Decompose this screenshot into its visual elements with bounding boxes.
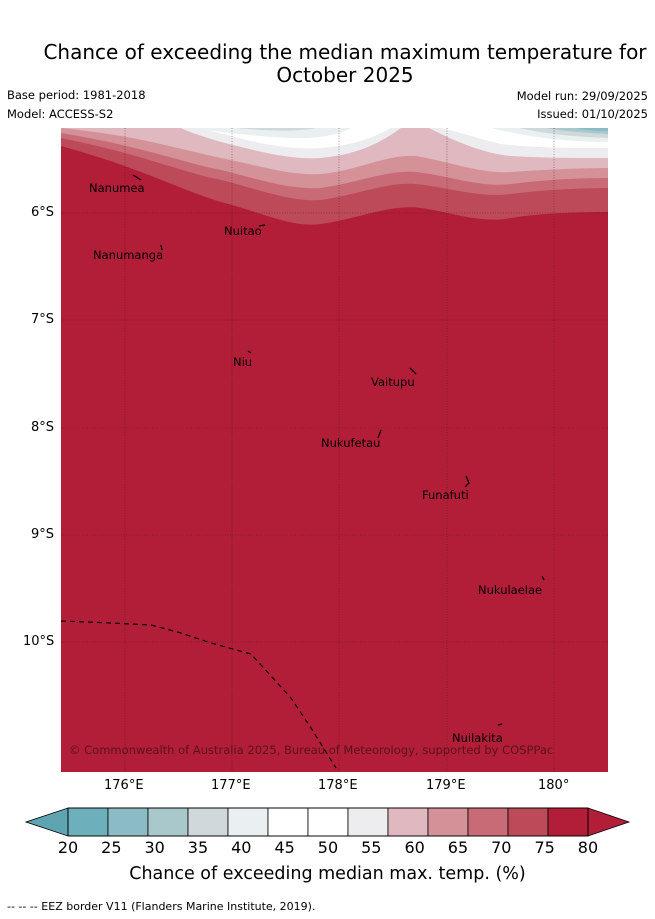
colorbar-tick-label: 60 [404, 838, 425, 857]
colorbar-cell [547, 807, 589, 837]
colorbar-title: Chance of exceeding median max. temp. (%… [129, 864, 526, 884]
issued-date: Issued: 01/10/2025 [537, 107, 648, 121]
colorbar-high-arrow [587, 807, 631, 837]
place-label-vaitupu: Vaitupu [371, 375, 415, 389]
colorbar-cell [307, 807, 349, 837]
colorbar-tick-label: 40 [231, 838, 252, 857]
place-label-niu: Niu [233, 355, 252, 369]
place-label-nukulaelae: Nukulaelae [478, 583, 542, 597]
contour-band-25 [576, 128, 608, 131]
colorbar-tick-label: 25 [101, 838, 122, 857]
colorbar-tick-label: 65 [447, 838, 469, 857]
place-label-nanumanga: Nanumanga [93, 248, 163, 262]
colorbar-cell [507, 807, 549, 837]
colorbar-tick-label: 35 [187, 838, 209, 857]
lon-label-176e: 176°E [104, 778, 144, 793]
lat-label-9s: 9°S [31, 527, 55, 542]
colorbar-cell [107, 807, 149, 837]
colorbar-cell [267, 807, 309, 837]
title-line-2: October 2025 [276, 63, 414, 87]
colorbar-tick-label: 50 [317, 838, 339, 857]
colorbar-cell [427, 807, 469, 837]
island-shapes [132, 174, 545, 726]
colorbar [25, 807, 631, 837]
title-line-1: Chance of exceeding the median maximum t… [43, 40, 647, 64]
place-labels: Nanumea Nuitao Nanumanga Niu Vaitupu Nuk… [89, 181, 542, 745]
colorbar-cell [387, 807, 429, 837]
colorbar-low-arrow [25, 807, 69, 837]
colorbar-cell [147, 807, 189, 837]
map-background-fill [61, 128, 608, 772]
colorbar-tick-label: 45 [274, 838, 295, 857]
colorbar-tick-label: 70 [491, 838, 512, 857]
model-run: Model run: 29/09/2025 [516, 89, 648, 103]
place-label-funafuti: Funafuti [422, 488, 469, 502]
place-label-nukufetau: Nukufetau [321, 436, 380, 450]
colorbar-tick-label: 30 [144, 838, 165, 857]
colorbar-frame [67, 807, 589, 837]
lat-label-10s: 10°S [23, 634, 55, 649]
eez-footnote: -- -- -- EEZ border V11 (Flanders Marine… [7, 900, 316, 913]
lon-label-178e: 178°E [318, 778, 358, 793]
colorbar-cell [67, 807, 109, 837]
lon-label-179e: 179°E [426, 778, 466, 793]
colorbar-cell [347, 807, 389, 837]
lat-label-6s: 6°S [31, 205, 55, 220]
colorbar-cell [187, 807, 229, 837]
base-period: Base period: 1981-2018 [7, 88, 146, 102]
graticule [61, 128, 608, 772]
place-label-nuitao: Nuitao [224, 224, 262, 238]
lat-label-8s: 8°S [31, 420, 55, 435]
eez-border-line [61, 620, 337, 769]
colorbar-cell [227, 807, 269, 837]
lon-label-177e: 177°E [211, 778, 251, 793]
place-label-nuilakita: Nuilakita [452, 731, 503, 745]
colorbar-tick-label: 80 [577, 838, 599, 857]
map-panel: Nanumea Nuitao Nanumanga Niu Vaitupu Nuk… [61, 128, 608, 772]
colorbar-tick-label: 20 [57, 838, 79, 857]
chart-title: Chance of exceeding the median maximum t… [0, 41, 655, 87]
model-name: Model: ACCESS-S2 [7, 107, 114, 121]
place-label-nanumea: Nanumea [89, 181, 145, 195]
lat-label-7s: 7°S [31, 312, 55, 327]
colorbar-cell [467, 807, 509, 837]
lon-label-180: 180° [538, 778, 570, 793]
map-attribution: © Commonwealth of Australia 2025, Bureau… [69, 743, 553, 757]
contour-band-40 [191, 128, 608, 142]
colorbar-tick-label: 55 [361, 838, 382, 857]
colorbar-tick-label: 75 [534, 838, 555, 857]
